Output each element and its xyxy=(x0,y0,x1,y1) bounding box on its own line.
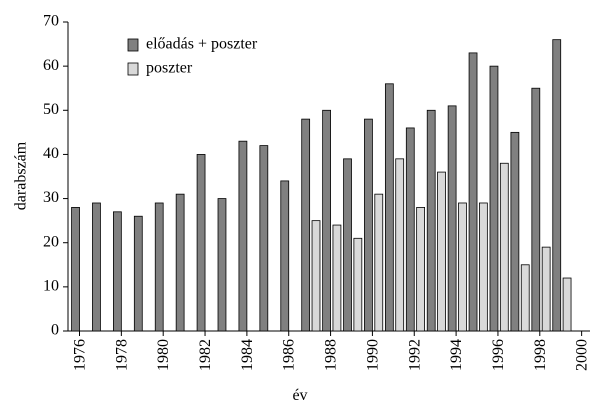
y-tick-label: 70 xyxy=(43,13,59,30)
bar xyxy=(374,193,384,332)
bar xyxy=(405,127,415,332)
x-tick-label: 1978 xyxy=(113,339,130,371)
bar xyxy=(280,180,290,332)
bar xyxy=(364,118,373,332)
bar xyxy=(259,145,269,332)
x-tick-label: 1988 xyxy=(323,339,340,371)
bar xyxy=(113,211,122,332)
bar xyxy=(541,246,551,332)
bar xyxy=(92,202,101,332)
bar xyxy=(552,39,562,332)
x-tick-label: 1984 xyxy=(239,339,256,371)
y-axis-label: darabszám xyxy=(13,141,30,210)
bar xyxy=(175,193,185,332)
bar xyxy=(416,206,425,332)
y-tick-label: 10 xyxy=(43,278,59,295)
bar xyxy=(468,52,478,332)
x-tick-label: 1976 xyxy=(72,339,89,371)
bar xyxy=(437,171,446,332)
bar xyxy=(217,198,227,332)
x-tick-label: 1998 xyxy=(532,339,549,371)
bar xyxy=(384,83,394,332)
bar xyxy=(311,220,321,332)
bar xyxy=(458,202,467,332)
bar xyxy=(154,202,164,332)
bar xyxy=(301,118,311,332)
bar xyxy=(520,264,530,332)
bar xyxy=(71,206,80,332)
bar xyxy=(196,154,206,332)
y-tick-label: 40 xyxy=(43,145,59,162)
legend-label: poszter xyxy=(146,60,193,77)
bar xyxy=(531,87,541,332)
y-tick-label: 60 xyxy=(43,57,59,74)
bar xyxy=(562,277,572,332)
bar xyxy=(133,215,143,332)
bar xyxy=(353,237,363,332)
legend-swatch xyxy=(127,38,139,52)
y-tick-label: 50 xyxy=(43,101,59,118)
y-tick-label: 30 xyxy=(43,189,59,206)
bar xyxy=(489,65,499,332)
bar xyxy=(395,158,405,332)
x-axis-label: év xyxy=(292,387,307,404)
bar xyxy=(479,202,488,332)
bar xyxy=(322,109,331,332)
bar xyxy=(499,162,509,332)
bar xyxy=(447,105,457,332)
x-tick-label: 1992 xyxy=(406,339,423,371)
x-tick-label: 1990 xyxy=(364,339,381,371)
bar xyxy=(510,131,520,332)
x-tick-label: 1986 xyxy=(281,339,298,371)
bar xyxy=(343,158,352,332)
legend-label: előadás + poszter xyxy=(146,36,258,53)
bar xyxy=(238,140,248,332)
legend-swatch xyxy=(127,62,139,76)
x-tick-label: 1982 xyxy=(197,339,214,371)
x-tick-label: 2000 xyxy=(574,339,591,371)
y-tick-label: 0 xyxy=(51,322,59,339)
bar xyxy=(332,224,342,332)
x-tick-label: 1980 xyxy=(155,339,172,371)
bar xyxy=(426,109,436,332)
x-tick-label: 1994 xyxy=(448,339,465,371)
x-tick-label: 1996 xyxy=(490,339,507,371)
y-tick-label: 20 xyxy=(43,233,59,250)
